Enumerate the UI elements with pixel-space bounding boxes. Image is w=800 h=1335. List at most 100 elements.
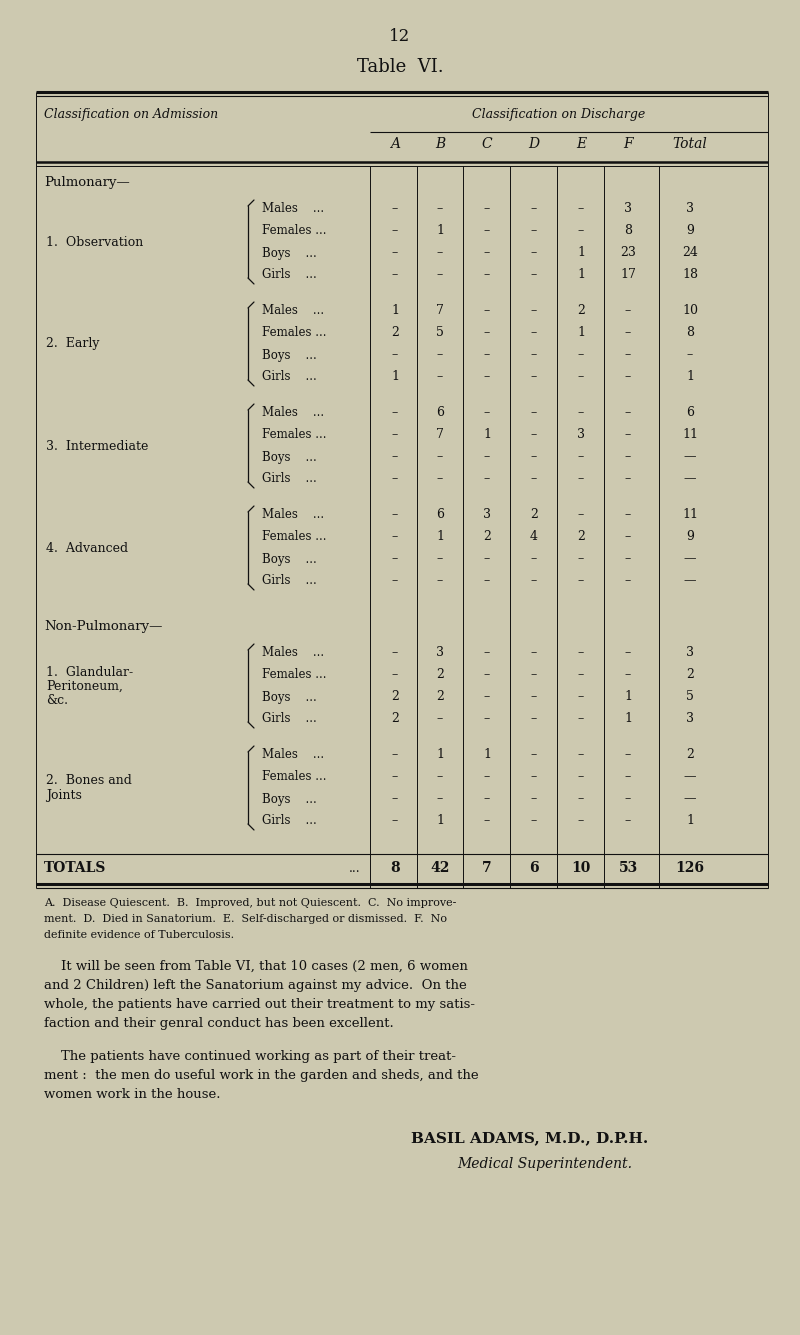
Text: Joints: Joints: [46, 789, 82, 801]
Text: –: –: [437, 203, 443, 215]
Text: Classification on Admission: Classification on Admission: [44, 108, 218, 121]
Text: –: –: [578, 450, 584, 463]
Text: –: –: [392, 646, 398, 659]
Text: 10: 10: [682, 304, 698, 318]
Text: –: –: [531, 304, 537, 318]
Text: –: –: [578, 646, 584, 659]
Text: –: –: [625, 371, 631, 383]
Text: 3: 3: [483, 509, 491, 522]
Text: –: –: [392, 348, 398, 362]
Text: –: –: [484, 371, 490, 383]
Text: –: –: [578, 690, 584, 704]
Text: 11: 11: [682, 429, 698, 442]
Text: 7: 7: [436, 304, 444, 318]
Text: –: –: [625, 574, 631, 587]
Text: 3: 3: [686, 646, 694, 659]
Text: Table  VI.: Table VI.: [357, 57, 443, 76]
Text: –: –: [625, 646, 631, 659]
Text: –: –: [484, 793, 490, 805]
Text: Females ...: Females ...: [262, 224, 326, 238]
Text: –: –: [437, 553, 443, 566]
Text: –: –: [531, 327, 537, 339]
Text: definite evidence of Tuberculosis.: definite evidence of Tuberculosis.: [44, 930, 234, 940]
Text: –: –: [531, 406, 537, 419]
Text: –: –: [578, 203, 584, 215]
Text: Females ...: Females ...: [262, 327, 326, 339]
Text: F: F: [623, 138, 633, 151]
Text: –: –: [484, 814, 490, 828]
Text: Females ...: Females ...: [262, 429, 326, 442]
Text: –: –: [578, 793, 584, 805]
Text: 2.  Bones and: 2. Bones and: [46, 774, 132, 788]
Text: –: –: [578, 224, 584, 238]
Text: –: –: [531, 371, 537, 383]
Text: 12: 12: [390, 28, 410, 45]
Text: –: –: [578, 406, 584, 419]
Text: 18: 18: [682, 268, 698, 282]
Text: Boys    ...: Boys ...: [262, 553, 317, 566]
Text: Females ...: Females ...: [262, 530, 326, 543]
Text: 1: 1: [436, 530, 444, 543]
Text: 6: 6: [436, 509, 444, 522]
Text: BASIL ADAMS, M.D., D.P.H.: BASIL ADAMS, M.D., D.P.H.: [411, 1131, 649, 1145]
Text: 3: 3: [624, 203, 632, 215]
Text: Girls    ...: Girls ...: [262, 371, 317, 383]
Text: 2: 2: [686, 669, 694, 681]
Text: 3: 3: [686, 203, 694, 215]
Text: 1: 1: [391, 371, 399, 383]
Text: –: –: [578, 713, 584, 725]
Text: —: —: [684, 770, 696, 784]
Text: Boys    ...: Boys ...: [262, 690, 317, 704]
Text: –: –: [437, 371, 443, 383]
Text: –: –: [392, 203, 398, 215]
Text: 6: 6: [436, 406, 444, 419]
Text: –: –: [484, 669, 490, 681]
Text: –: –: [392, 669, 398, 681]
Text: –: –: [437, 574, 443, 587]
Text: Boys    ...: Boys ...: [262, 348, 317, 362]
Text: –: –: [484, 203, 490, 215]
Text: women work in the house.: women work in the house.: [44, 1088, 221, 1101]
Text: and 2 Children) left the Sanatorium against my advice.  On the: and 2 Children) left the Sanatorium agai…: [44, 979, 466, 992]
Text: 1: 1: [577, 268, 585, 282]
Text: 23: 23: [620, 247, 636, 259]
Text: –: –: [531, 429, 537, 442]
Text: ...: ...: [348, 861, 360, 874]
Text: 9: 9: [686, 224, 694, 238]
Text: Girls    ...: Girls ...: [262, 574, 317, 587]
Text: –: –: [531, 450, 537, 463]
Text: –: –: [484, 247, 490, 259]
Text: Girls    ...: Girls ...: [262, 473, 317, 486]
Text: –: –: [625, 770, 631, 784]
Text: –: –: [625, 348, 631, 362]
Text: –: –: [531, 770, 537, 784]
Text: 8: 8: [686, 327, 694, 339]
Text: –: –: [578, 509, 584, 522]
Text: –: –: [687, 348, 693, 362]
Text: Girls    ...: Girls ...: [262, 713, 317, 725]
Text: Males    ...: Males ...: [262, 509, 324, 522]
Text: –: –: [578, 669, 584, 681]
Text: 2: 2: [530, 509, 538, 522]
Text: –: –: [578, 553, 584, 566]
Text: –: –: [392, 224, 398, 238]
Text: whole, the patients have carried out their treatment to my satis-: whole, the patients have carried out the…: [44, 999, 475, 1011]
Text: –: –: [392, 247, 398, 259]
Text: –: –: [392, 268, 398, 282]
Text: –: –: [437, 473, 443, 486]
Text: 53: 53: [618, 861, 638, 874]
Text: –: –: [392, 770, 398, 784]
Text: 1: 1: [686, 371, 694, 383]
Text: –: –: [392, 553, 398, 566]
Text: –: –: [484, 713, 490, 725]
Text: –: –: [625, 530, 631, 543]
Text: –: –: [531, 553, 537, 566]
Text: –: –: [531, 224, 537, 238]
Text: 2: 2: [391, 327, 399, 339]
Text: 4: 4: [530, 530, 538, 543]
Text: –: –: [531, 268, 537, 282]
Text: –: –: [437, 793, 443, 805]
Text: –: –: [531, 473, 537, 486]
Text: –: –: [484, 406, 490, 419]
Text: 5: 5: [686, 690, 694, 704]
